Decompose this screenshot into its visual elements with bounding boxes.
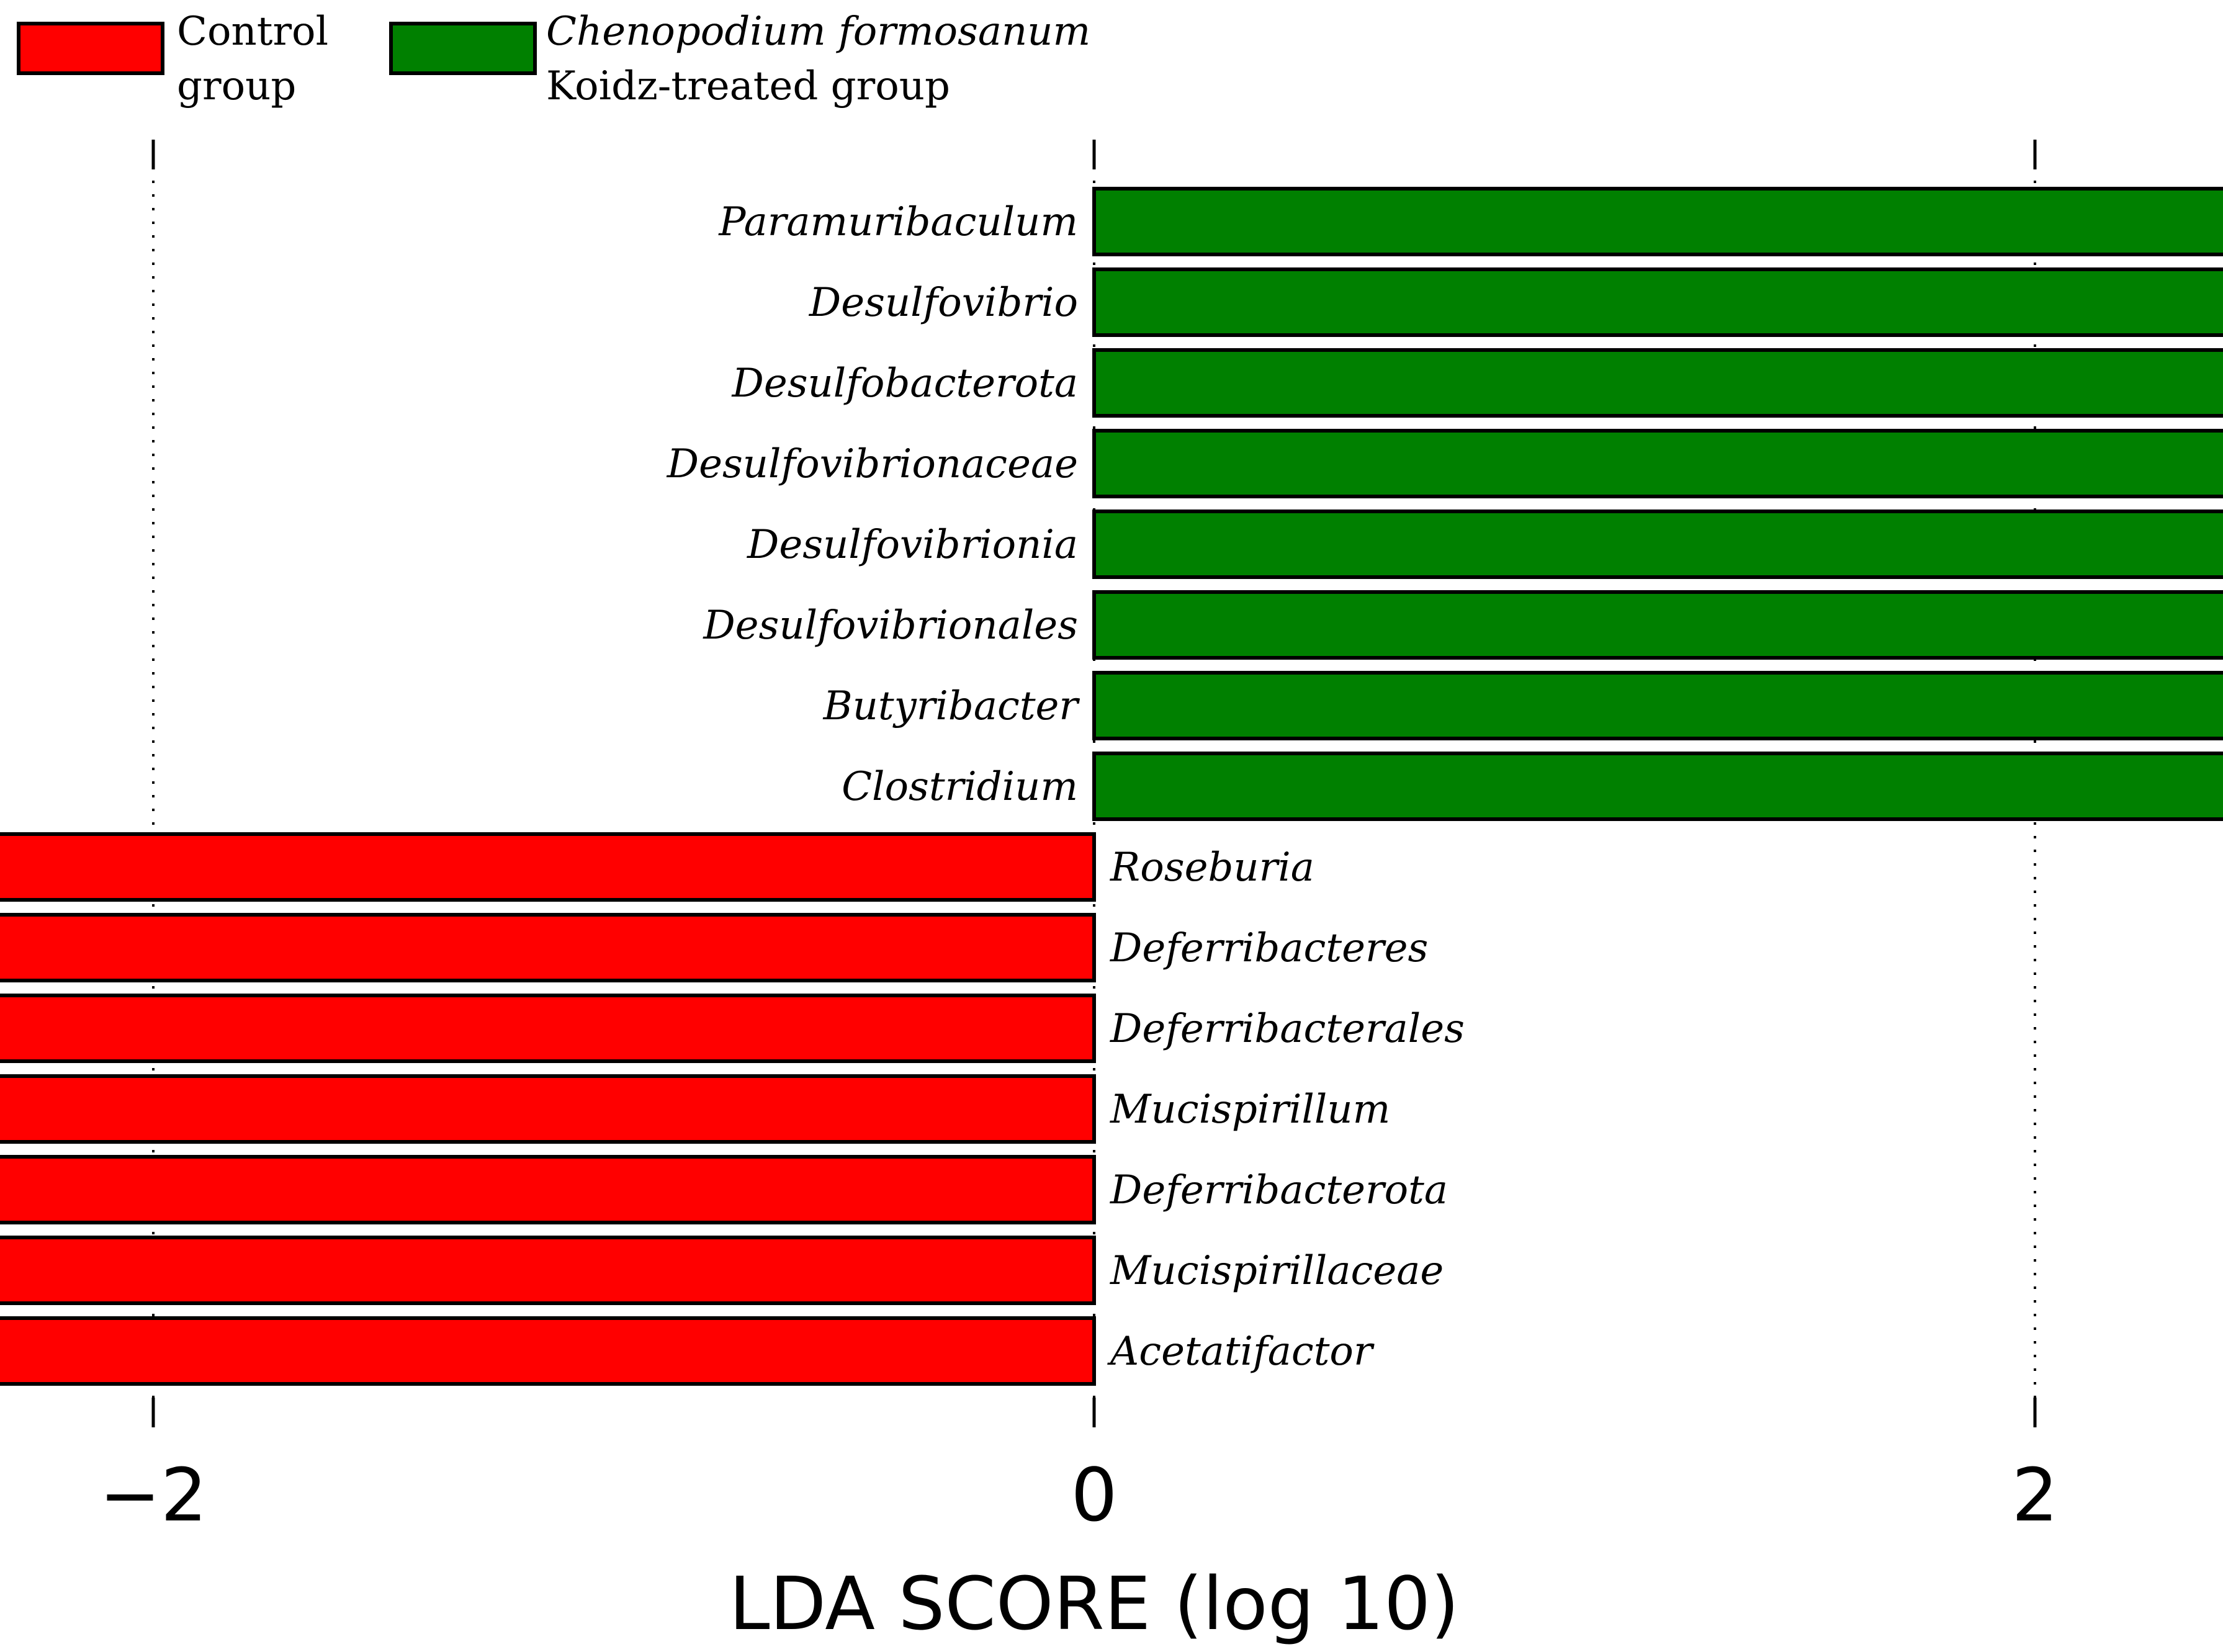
bar-label-deferribacterales: Deferribacterales [1110,1006,1465,1052]
bar-paramuribaculum [1092,187,2223,256]
bar-label-butyribacter: Butyribacter [823,683,1080,729]
bar-label-mucispirillum: Mucispirillum [1110,1087,1390,1133]
bar-mucispirillum [0,1074,1096,1144]
legend-swatch-1 [389,22,537,75]
x-tick-label-3: 2 [2011,1452,2058,1538]
bar-mucispirillaceae [0,1236,1096,1305]
bar-label-desulfovibrionia: Desulfovibrionia [747,522,1078,568]
bar-label-roseburia: Roseburia [1110,845,1314,891]
bar-label-paramuribaculum: Paramuribaculum [718,199,1078,245]
bar-roseburia [0,832,1097,902]
x-tick-label-2: 0 [1071,1452,1117,1538]
legend-swatch-0 [17,22,164,75]
bar-desulfobacterota [1092,348,2223,418]
bar-clostridium [1092,752,2223,821]
bar-label-clostridium: Clostridium [842,764,1078,810]
legend-label-1-line-0: Chenopodium formosanum [546,9,1090,55]
bar-label-mucispirillaceae: Mucispirillaceae [1110,1248,1444,1294]
bar-label-deferribacteres: Deferribacteres [1110,925,1428,971]
bar-labels: Paramuribaculum Desulfovibrio Desulfobacte… [667,199,1465,1375]
bar-desulfovibrionales [1092,590,2223,660]
bar-label-deferribacterota: Deferribacterota [1110,1167,1448,1213]
bar-butyribacter [1092,671,2223,740]
bars [0,187,2223,1386]
x-tick-label-1: −2 [99,1452,207,1538]
bar-deferribacterales [0,994,1096,1063]
legend-label-0-line-1: group [177,63,296,109]
bar-label-desulfobacterota: Desulfobacterota [732,361,1079,406]
bar-label-desulfovibrionales: Desulfovibrionales [703,603,1078,649]
bar-deferribacteres [0,913,1096,982]
x-axis-title: LDA SCORE (log 10) [729,1561,1460,1646]
legend-label-1-line-1: Koidz-treated group [546,63,950,109]
bar-acetatifactor [0,1316,1097,1386]
x-axis: −4−2024 [99,1452,2059,1538]
bar-desulfovibrio [1092,267,2223,337]
legend: Control group Chenopodium formosanum Koidz-… [17,9,1090,109]
legend-label-0-line-0: Control [177,9,328,55]
bar-desulfovibrionaceae [1092,429,2223,498]
bar-label-desulfovibrio: Desulfovibrio [809,280,1078,326]
bar-desulfovibrionia [1092,510,2223,579]
bar-deferribacterota [0,1155,1097,1224]
bar-label-acetatifactor: Acetatifactor [1107,1329,1375,1375]
bar-label-desulfovibrionaceae: Desulfovibrionaceae [667,441,1078,487]
